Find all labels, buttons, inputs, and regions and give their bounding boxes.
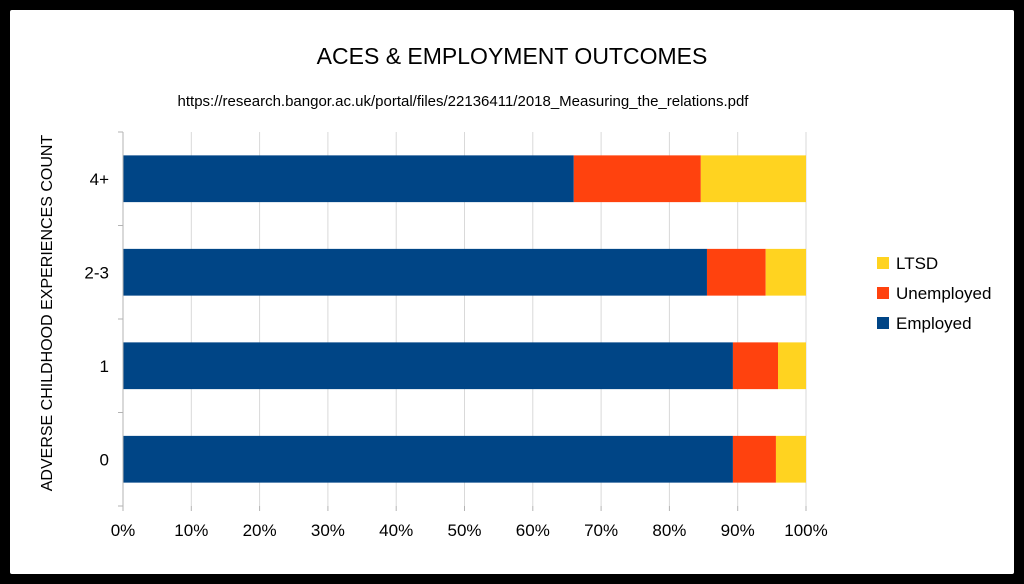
y-tick-label: 2-3 (84, 263, 109, 282)
legend-swatch (877, 317, 889, 329)
y-tick-label: 0 (100, 450, 109, 469)
bar-unemployed-4+ (573, 155, 701, 203)
x-tick-label: 10% (174, 521, 208, 540)
legend-label: Employed (896, 314, 972, 333)
x-tick-label: 60% (516, 521, 550, 540)
bar-employed-4+ (123, 155, 574, 203)
y-axis-label: ADVERSE CHILDHOOD EXPERIENCES COUNT (39, 135, 56, 492)
bar-unemployed-1 (732, 342, 778, 390)
x-tick-label: 90% (721, 521, 755, 540)
chart-subtitle: https://research.bangor.ac.uk/portal/fil… (178, 93, 750, 110)
legend: LTSD Unemployed Employed (877, 254, 991, 333)
x-tick-label: 50% (447, 521, 481, 540)
x-tick-label: 40% (379, 521, 413, 540)
axes: 0% 10% 20% 30% 40% 50% 60% 70% 80% 90% 100% 0 1 2-3 4+ (84, 131, 828, 540)
bar-ltsd-0 (775, 435, 806, 483)
x-tick-label: 80% (652, 521, 686, 540)
x-tick-label: 70% (584, 521, 618, 540)
legend-label: Unemployed (896, 284, 991, 303)
bar-employed-2-3 (123, 248, 707, 296)
bars (123, 155, 806, 483)
y-tick-label: 4+ (90, 170, 109, 189)
legend-swatch (877, 287, 889, 299)
chart-frame: ACES & EMPLOYMENT OUTCOMES https://resea… (10, 10, 1014, 574)
legend-label: LTSD (896, 254, 938, 273)
x-tick-label: 100% (784, 521, 827, 540)
chart-title: ACES & EMPLOYMENT OUTCOMES (317, 43, 708, 69)
y-tick-label: 1 (100, 357, 109, 376)
legend-swatch (877, 257, 889, 269)
bar-employed-1 (123, 342, 733, 390)
x-tick-label: 20% (243, 521, 277, 540)
bar-ltsd-1 (777, 342, 806, 390)
bar-unemployed-0 (732, 435, 776, 483)
bar-ltsd-4+ (700, 155, 806, 203)
x-tick-label: 30% (311, 521, 345, 540)
chart-svg: ACES & EMPLOYMENT OUTCOMES https://resea… (39, 43, 991, 540)
bar-employed-0 (123, 435, 733, 483)
x-tick-label: 0% (111, 521, 136, 540)
bar-ltsd-2-3 (765, 248, 806, 296)
bar-unemployed-2-3 (706, 248, 766, 296)
